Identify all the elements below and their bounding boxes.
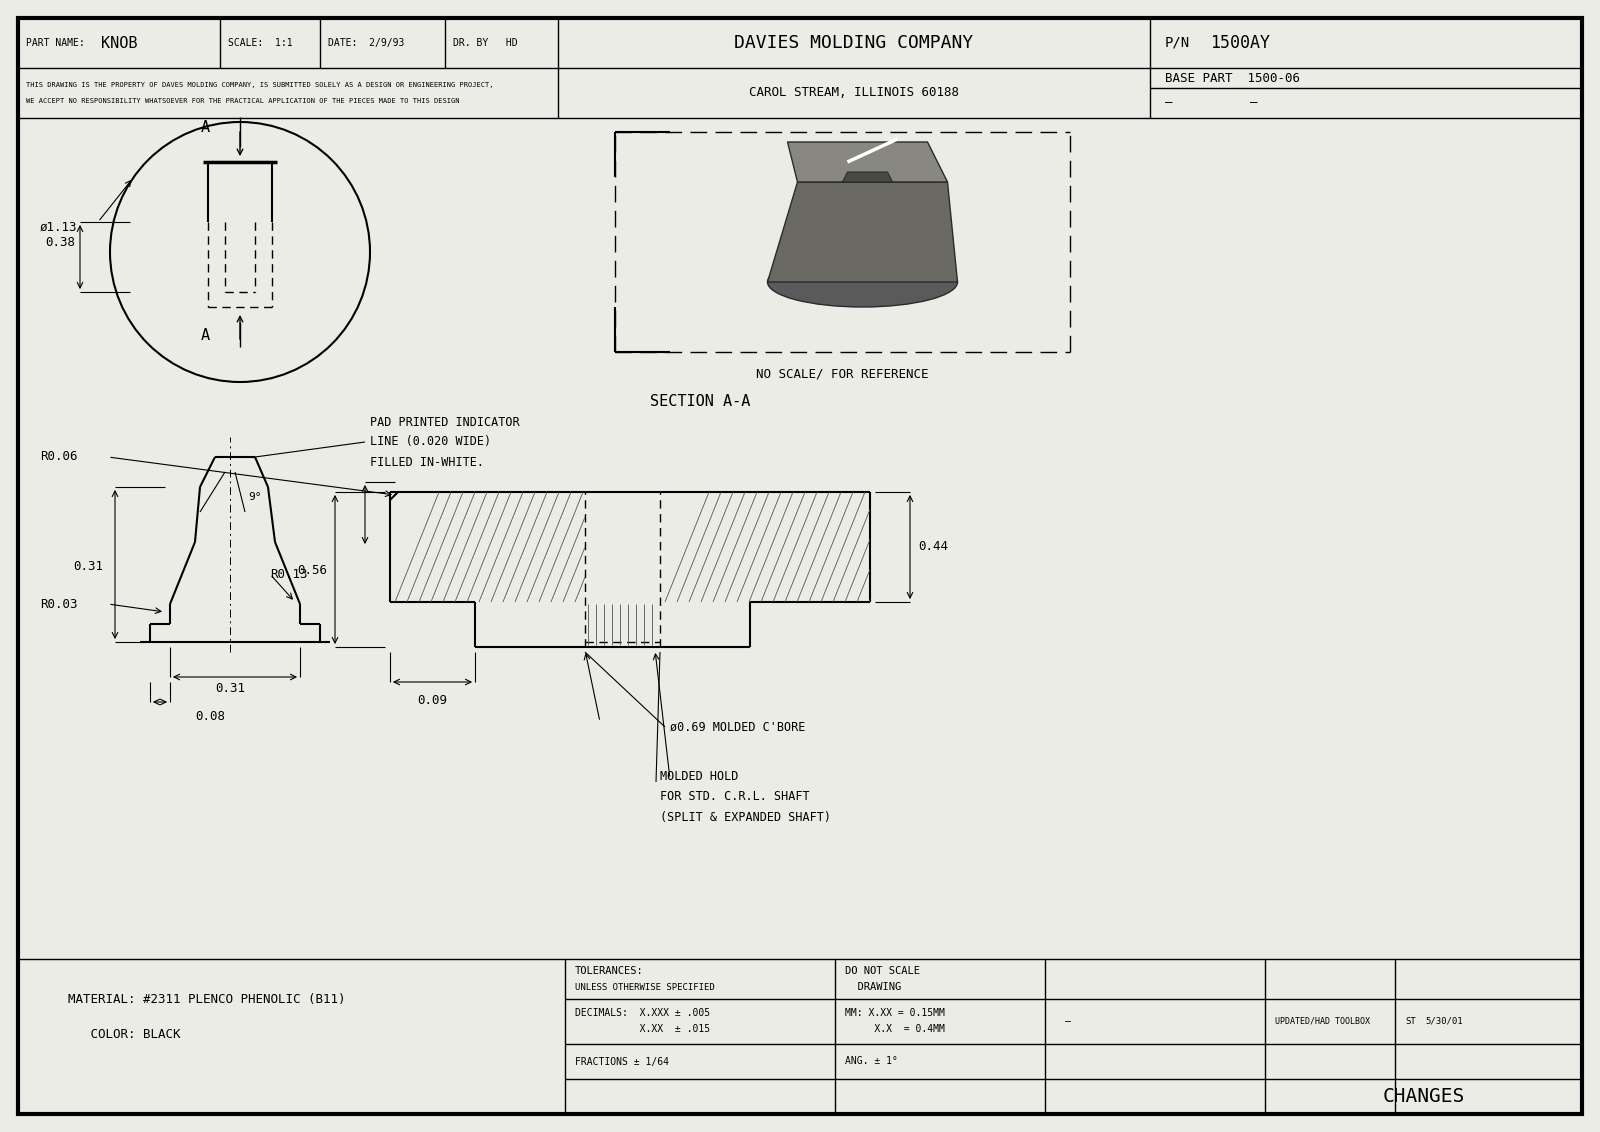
Text: 9°: 9°: [248, 492, 261, 501]
Text: SECTION A-A: SECTION A-A: [650, 394, 750, 410]
Text: R0.06: R0.06: [40, 451, 77, 463]
Text: PART NAME:: PART NAME:: [26, 38, 85, 48]
Text: ø0.69 MOLDED C'BORE: ø0.69 MOLDED C'BORE: [670, 720, 805, 734]
Text: 0.56: 0.56: [298, 564, 326, 576]
Text: FRACTIONS ± 1/64: FRACTIONS ± 1/64: [574, 1056, 669, 1066]
Text: FOR STD. C.R.L. SHAFT: FOR STD. C.R.L. SHAFT: [661, 790, 810, 804]
Text: ST: ST: [1405, 1017, 1416, 1026]
Text: WE ACCEPT NO RESPONSIBILITY WHATSOEVER FOR THE PRACTICAL APPLICATION OF THE PIEC: WE ACCEPT NO RESPONSIBILITY WHATSOEVER F…: [26, 98, 459, 104]
Text: COLOR: BLACK: COLOR: BLACK: [67, 1028, 181, 1040]
Text: UNLESS OTHERWISE SPECIFIED: UNLESS OTHERWISE SPECIFIED: [574, 983, 715, 992]
Text: ANG. ± 1°: ANG. ± 1°: [845, 1056, 898, 1066]
Text: ø1.13: ø1.13: [40, 221, 77, 233]
Polygon shape: [787, 142, 947, 182]
Text: UPDATED/HAD TOOLBOX: UPDATED/HAD TOOLBOX: [1275, 1017, 1370, 1026]
Text: R0.03: R0.03: [40, 598, 77, 610]
Text: A: A: [200, 120, 210, 135]
Text: SCALE:  1:1: SCALE: 1:1: [229, 38, 293, 48]
Text: BASE PART  1500-06: BASE PART 1500-06: [1165, 71, 1299, 85]
Text: DRAWING: DRAWING: [845, 981, 901, 992]
Text: KNOB: KNOB: [101, 35, 138, 51]
Ellipse shape: [768, 257, 957, 307]
Text: PAD PRINTED INDICATOR: PAD PRINTED INDICATOR: [370, 415, 520, 429]
Text: 0.09: 0.09: [418, 694, 446, 706]
Polygon shape: [768, 182, 957, 282]
Text: TOLERANCES:: TOLERANCES:: [574, 966, 643, 976]
Text: P/N: P/N: [1165, 36, 1190, 50]
Text: MATERIAL: #2311 PLENCO PHENOLIC (B11): MATERIAL: #2311 PLENCO PHENOLIC (B11): [67, 993, 346, 1005]
Text: CHANGES: CHANGES: [1382, 1087, 1464, 1106]
Text: 0.31: 0.31: [214, 683, 245, 695]
Text: X.XX  ± .015: X.XX ± .015: [574, 1024, 710, 1035]
Text: NO SCALE/ FOR REFERENCE: NO SCALE/ FOR REFERENCE: [757, 368, 928, 380]
Text: X.X  = 0.4MM: X.X = 0.4MM: [845, 1024, 946, 1035]
Text: DECIMALS:  X.XXX ± .005: DECIMALS: X.XXX ± .005: [574, 1009, 710, 1019]
Text: A: A: [200, 327, 210, 343]
Text: 1500AY: 1500AY: [1210, 34, 1270, 52]
Text: 0.08: 0.08: [195, 711, 226, 723]
Text: MOLDED HOLD: MOLDED HOLD: [661, 771, 738, 783]
Text: LINE (0.020 WIDE): LINE (0.020 WIDE): [370, 436, 491, 448]
Text: R0.13: R0.13: [270, 567, 307, 581]
Text: CAROL STREAM, ILLINOIS 60188: CAROL STREAM, ILLINOIS 60188: [749, 86, 958, 100]
Text: 0.31: 0.31: [74, 560, 102, 574]
Text: 0.38: 0.38: [45, 235, 75, 249]
Text: FILLED IN-WHITE.: FILLED IN-WHITE.: [370, 455, 483, 469]
Text: 5/30/01: 5/30/01: [1426, 1017, 1462, 1026]
Text: DATE:  2/9/93: DATE: 2/9/93: [328, 38, 405, 48]
Text: –: –: [1250, 96, 1258, 110]
Text: MM: X.XX = 0.15MM: MM: X.XX = 0.15MM: [845, 1009, 946, 1019]
Text: DO NOT SCALE: DO NOT SCALE: [845, 966, 920, 976]
Text: 0.44: 0.44: [918, 540, 947, 554]
Polygon shape: [843, 172, 893, 182]
Text: (SPLIT & EXPANDED SHAFT): (SPLIT & EXPANDED SHAFT): [661, 811, 830, 823]
Text: THIS DRAWING IS THE PROPERTY OF DAVES MOLDING COMPANY, IS SUBMITTED SOLELY AS A : THIS DRAWING IS THE PROPERTY OF DAVES MO…: [26, 82, 493, 88]
Text: DR. BY   HD: DR. BY HD: [453, 38, 518, 48]
Text: DAVIES MOLDING COMPANY: DAVIES MOLDING COMPANY: [734, 34, 974, 52]
Text: –: –: [1066, 1017, 1070, 1027]
Text: –: –: [1165, 96, 1173, 110]
